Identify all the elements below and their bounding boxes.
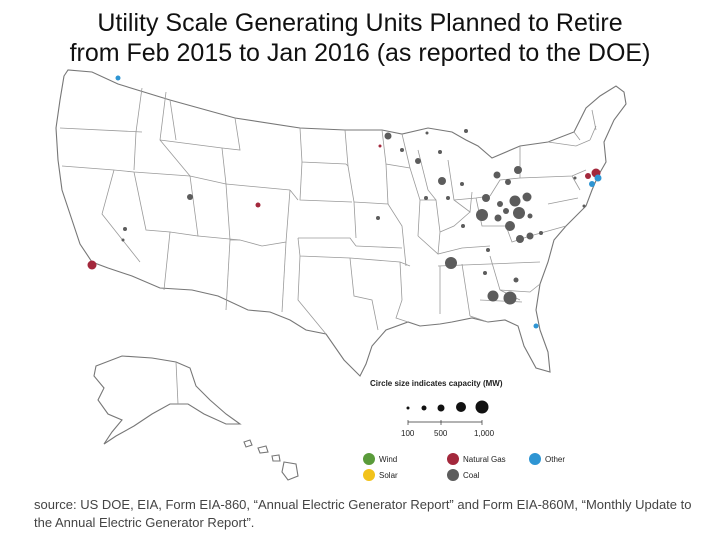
- coal-unit: [503, 291, 517, 305]
- legend-item-solar: Solar: [363, 469, 398, 481]
- coal-unit: [486, 248, 490, 252]
- coal-unit: [509, 195, 521, 207]
- coal-unit: [513, 277, 519, 283]
- natural-gas-unit: [255, 202, 261, 208]
- natural-gas-label: Natural Gas: [463, 455, 506, 464]
- title-line-2: from Feb 2015 to Jan 2016 (as reported t…: [69, 39, 651, 67]
- solar-swatch: [363, 469, 375, 481]
- legend-size-title: Circle size indicates capacity (MW): [370, 379, 503, 388]
- coal-unit: [460, 182, 464, 186]
- coal-unit: [400, 148, 404, 152]
- coal-unit: [582, 204, 586, 208]
- coal-unit: [503, 208, 509, 214]
- other-unit: [533, 323, 539, 329]
- coal-unit: [376, 216, 380, 220]
- coal-unit: [187, 194, 193, 200]
- size-tick-100: 100: [401, 429, 415, 438]
- coal-unit: [445, 257, 457, 269]
- map-legend: Circle size indicates capacity (MW) 100 …: [363, 379, 565, 481]
- coal-unit: [438, 177, 446, 185]
- size-circle-medium: [437, 404, 445, 412]
- coal-swatch: [447, 469, 459, 481]
- title-line-1: Utility Scale Generating Units Planned t…: [97, 9, 623, 37]
- size-tick-1000: 1,000: [474, 429, 495, 438]
- coal-unit: [121, 238, 125, 242]
- hawaii-outline: [243, 439, 299, 481]
- legend-item-wind: Wind: [363, 453, 397, 465]
- state-boundaries: [59, 87, 597, 335]
- other-unit: [589, 181, 595, 187]
- coal-unit: [476, 209, 488, 221]
- natural-gas-swatch: [447, 453, 459, 465]
- coal-unit: [415, 158, 421, 164]
- coal-unit: [438, 150, 442, 154]
- coal-unit: [526, 232, 534, 240]
- us-outline: [55, 69, 627, 377]
- coal-label: Coal: [463, 471, 480, 480]
- wind-swatch: [363, 453, 375, 465]
- coal-unit: [516, 235, 524, 243]
- other-swatch: [529, 453, 541, 465]
- coal-unit: [527, 213, 533, 219]
- coal-unit: [482, 194, 490, 202]
- map-title: Utility Scale Generating Units Planned t…: [0, 8, 720, 68]
- size-circle-small: [421, 405, 427, 411]
- size-tick-500: 500: [434, 429, 448, 438]
- legend-item-natural-gas: Natural Gas: [447, 453, 506, 465]
- coal-unit: [487, 290, 499, 302]
- legend-item-other: Other: [529, 453, 565, 465]
- coal-unit: [494, 214, 502, 222]
- source-citation: source: US DOE, EIA, Form EIA-860, “Annu…: [34, 497, 692, 530]
- solar-label: Solar: [379, 471, 398, 480]
- legend-item-coal: Coal: [447, 469, 480, 481]
- size-scale-axis: [407, 420, 483, 425]
- coal-unit: [461, 224, 465, 228]
- coal-unit: [522, 192, 532, 202]
- other-unit: [594, 174, 602, 182]
- coal-unit: [424, 196, 428, 200]
- size-circle-smallest: [406, 406, 410, 410]
- other-unit: [115, 75, 121, 81]
- coal-unit: [513, 207, 525, 219]
- coal-unit: [483, 271, 487, 275]
- other-label: Other: [545, 455, 565, 464]
- natural-gas-unit: [378, 144, 382, 148]
- retirement-circles: [87, 75, 602, 329]
- coal-unit: [123, 227, 127, 231]
- alaska-outline: [93, 355, 242, 445]
- coal-unit: [384, 132, 392, 140]
- size-circle-largest: [475, 400, 489, 414]
- coal-unit: [539, 231, 543, 235]
- legend-size-circles: [406, 400, 489, 414]
- coal-unit: [446, 196, 450, 200]
- coal-unit: [493, 171, 501, 179]
- coal-unit: [497, 201, 503, 207]
- size-circle-large: [456, 402, 466, 412]
- natural-gas-unit: [87, 260, 97, 270]
- coal-unit: [505, 221, 515, 231]
- natural-gas-unit: [585, 173, 591, 179]
- coal-unit: [514, 166, 522, 174]
- coal-unit: [573, 176, 577, 180]
- coal-unit: [505, 179, 511, 185]
- coal-unit: [425, 131, 429, 135]
- coal-unit: [464, 129, 468, 133]
- wind-label: Wind: [379, 455, 397, 464]
